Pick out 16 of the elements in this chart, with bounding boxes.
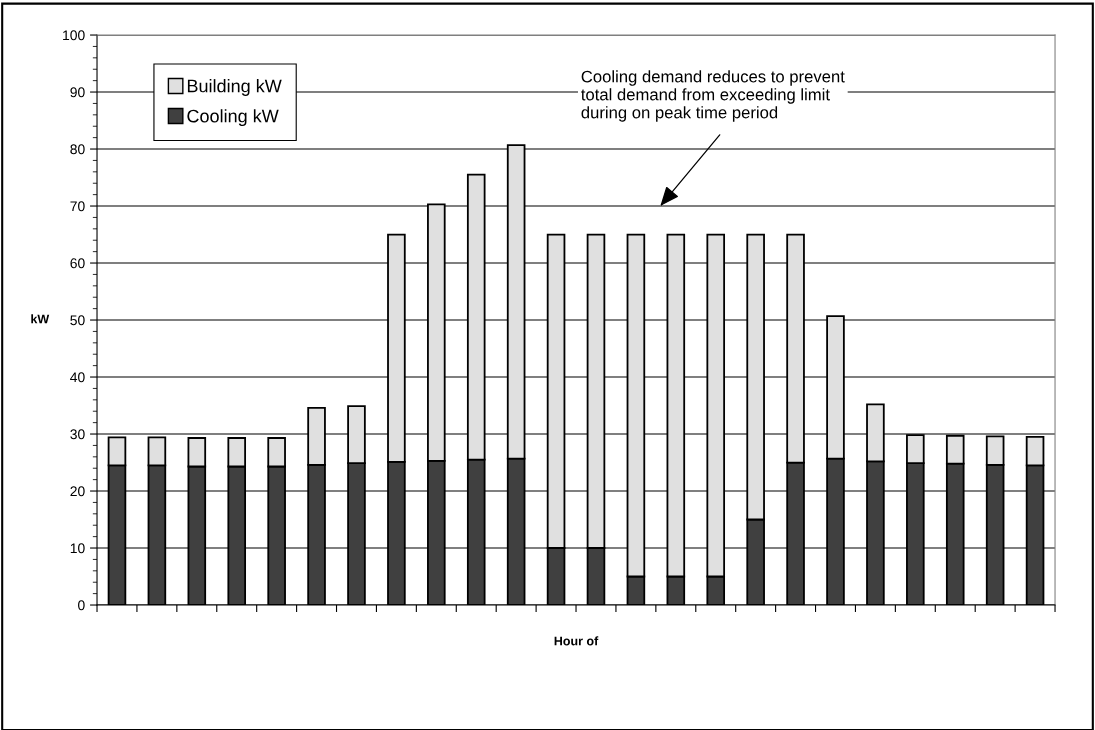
y-tick-label: 90 xyxy=(70,87,85,98)
y-tick-label: 20 xyxy=(70,486,85,497)
legend-label: Cooling kW xyxy=(187,109,279,127)
y-tick-label: 0 xyxy=(78,600,85,611)
y-tick-label: 50 xyxy=(70,315,85,326)
y-tick-label: 80 xyxy=(70,144,85,155)
y-tick-label: 30 xyxy=(70,429,85,440)
y-tick-label: 40 xyxy=(70,372,85,383)
y-tick-label: 60 xyxy=(70,258,85,269)
x-axis-title: Hour of xyxy=(554,636,599,646)
y-axis-title: kW xyxy=(31,314,50,324)
annotation: Cooling demand reduces to prevent total demand from exceeding limit during on peak time period xyxy=(581,70,845,122)
y-tick-label: 100 xyxy=(63,30,85,41)
legend-label: Building kW xyxy=(187,79,282,96)
y-tick-label: 70 xyxy=(70,201,85,212)
y-tick-label: 10 xyxy=(70,543,85,554)
